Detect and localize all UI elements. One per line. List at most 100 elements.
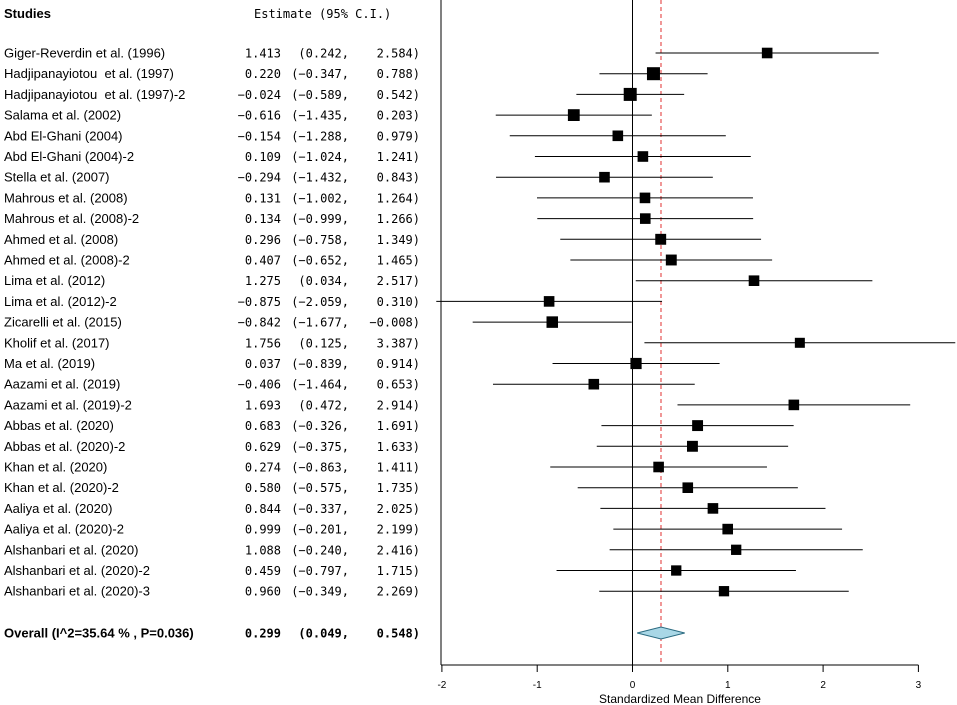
study-name: Lima et al. (2012) <box>4 273 105 288</box>
study-estimate: 0.296 <box>245 233 281 247</box>
study-estimate: 0.683 <box>245 419 281 433</box>
study-ci-lower: (−0.839, <box>291 357 349 371</box>
study-ci-upper: 1.715) <box>377 564 420 578</box>
study-ci-lower: (0.034, <box>298 274 349 288</box>
study-name: Stella et al. (2007) <box>4 170 110 185</box>
study-name: Aaliya et al. (2020) <box>4 501 112 516</box>
study-ci-lower: (−1.435, <box>291 109 349 123</box>
study-ci-upper: 0.653) <box>377 378 420 392</box>
study-estimate: 1.413 <box>245 47 281 61</box>
study-ci-upper: 1.691) <box>377 419 420 433</box>
study-ci-upper: 1.349) <box>377 233 420 247</box>
study-ci-lower: (−0.652, <box>291 254 349 268</box>
study-point <box>630 357 642 370</box>
study-estimate: 0.960 <box>245 585 281 599</box>
study-point <box>794 337 805 348</box>
study-point <box>722 523 734 535</box>
study-name: Abbas et al. (2020)-2 <box>4 439 125 454</box>
study-ci-upper: 1.266) <box>377 212 420 226</box>
study-ci-upper: 1.735) <box>377 481 420 495</box>
study-estimate: 0.407 <box>245 254 281 268</box>
study-name: Abd El-Ghani (2004)-2 <box>4 149 134 164</box>
study-point <box>639 192 651 204</box>
study-point <box>686 440 698 452</box>
study-estimate: 1.088 <box>245 543 281 557</box>
study-ci-lower: (−0.863, <box>291 461 349 475</box>
study-ci-upper: 2.584) <box>377 47 420 61</box>
x-tick-label: 0 <box>630 680 636 691</box>
x-tick-label: 1 <box>725 680 731 691</box>
study-point <box>718 586 730 597</box>
studies-header: Studies <box>4 6 51 21</box>
study-estimate: −0.875 <box>238 295 281 309</box>
study-ci-upper: 2.517) <box>377 274 420 288</box>
study-point <box>707 503 719 514</box>
study-estimate: −0.294 <box>238 171 281 185</box>
x-tick-label: 3 <box>916 680 922 691</box>
study-estimate: 0.459 <box>245 564 281 578</box>
study-name: Abd El-Ghani (2004) <box>4 128 123 143</box>
study-ci-upper: 1.411) <box>377 461 420 475</box>
reference-lines <box>632 0 662 665</box>
study-ci-upper: 0.203) <box>377 109 420 123</box>
study-ci-lower: (−0.347, <box>291 67 349 81</box>
study-estimate: 1.275 <box>245 274 281 288</box>
study-name: Lima et al. (2012)-2 <box>4 294 117 309</box>
study-ci-lower: (−2.059, <box>291 295 349 309</box>
study-ci-lower: (0.125, <box>298 336 349 350</box>
study-point <box>748 275 760 286</box>
study-estimate: 0.109 <box>245 150 281 164</box>
overall-label: Overall (I^2=35.64 % , P=0.036) <box>4 626 194 641</box>
study-ci-upper: 2.416) <box>377 543 420 557</box>
x-axis: -2 -1 0 1 2 3 <box>437 0 922 691</box>
study-estimate: 0.131 <box>245 191 281 205</box>
study-ci-lower: (−0.349, <box>291 585 349 599</box>
study-point <box>612 130 624 142</box>
study-ci-lower: (−0.240, <box>291 543 349 557</box>
study-ci-lower: (−1.024, <box>291 150 349 164</box>
x-tick-label: -1 <box>533 680 542 691</box>
study-ci-upper: 2.199) <box>377 523 420 537</box>
study-name: Aazami et al. (2019)-2 <box>4 397 132 412</box>
study-estimate: 0.037 <box>245 357 281 371</box>
study-ci-upper: 2.269) <box>377 585 420 599</box>
study-name: Giger-Reverdin et al. (1996) <box>4 46 165 61</box>
study-estimate: 0.274 <box>245 461 281 475</box>
study-name: Khan et al. (2020) <box>4 460 107 475</box>
overall-row: Overall (I^2=35.64 % , P=0.036) 0.299 (0.0… <box>4 626 685 641</box>
study-name: Aazami et al. (2019) <box>4 377 120 392</box>
study-name: Salama et al. (2002) <box>4 108 121 123</box>
study-ci-lower: (−0.758, <box>291 233 349 247</box>
study-estimate: 0.580 <box>245 481 281 495</box>
study-point <box>788 399 800 411</box>
overall-estimate: 0.299 <box>245 627 281 641</box>
study-point <box>637 151 649 162</box>
study-name: Alshanbari et al. (2020) <box>4 542 138 557</box>
study-ci-lower: (−1.288, <box>291 129 349 143</box>
overall-ci-upper: 0.548) <box>377 627 420 641</box>
study-point <box>623 87 637 101</box>
study-point <box>543 296 555 307</box>
study-ci-lower: (−0.589, <box>291 88 349 102</box>
study-ci-upper: 2.025) <box>377 502 420 516</box>
study-point <box>692 420 704 432</box>
study-name: Alshanbari et al. (2020)-3 <box>4 584 150 599</box>
study-ci-lower: (−0.375, <box>291 440 349 454</box>
study-ci-upper: 0.542) <box>377 88 420 102</box>
study-ci-upper: 0.788) <box>377 67 420 81</box>
study-point <box>682 482 694 493</box>
study-ci-lower: (−1.677, <box>291 316 349 330</box>
study-name: Mahrous et al. (2008)-2 <box>4 211 139 226</box>
study-ci-upper: 2.914) <box>377 398 420 412</box>
study-ci-lower: (0.242, <box>298 47 349 61</box>
study-estimate: −0.406 <box>238 378 281 392</box>
study-ci-lower: (−1.002, <box>291 191 349 205</box>
study-ci-lower: (−1.464, <box>291 378 349 392</box>
study-estimate: 0.629 <box>245 440 281 454</box>
study-ci-lower: (−0.575, <box>291 481 349 495</box>
study-point <box>646 67 660 81</box>
study-point <box>653 461 664 473</box>
study-estimate: −0.024 <box>238 88 281 102</box>
study-ci-upper: 0.914) <box>377 357 420 371</box>
